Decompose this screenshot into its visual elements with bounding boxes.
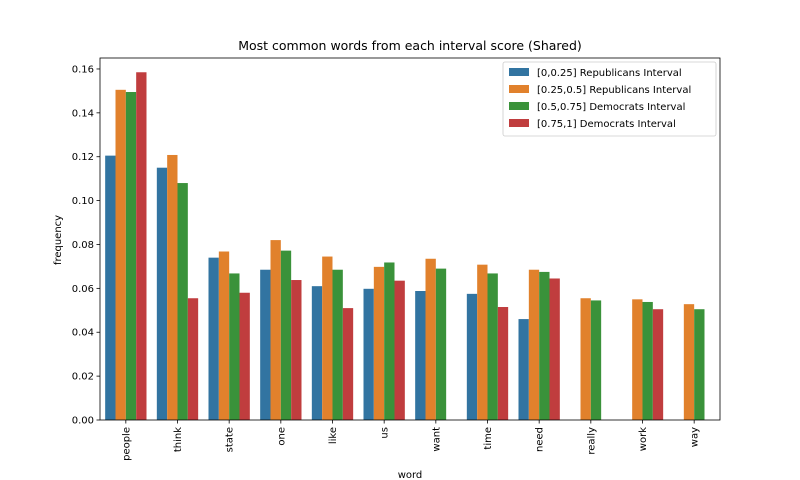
axes-frame [99, 57, 721, 421]
bar-think-series-2 [167, 154, 178, 420]
bar-state-series-1 [208, 257, 219, 420]
bar-one-series-1 [260, 269, 271, 420]
bar-people-series-2 [115, 89, 126, 420]
bar-time-series-3 [487, 273, 498, 420]
bar-people-series-3 [125, 92, 137, 420]
bar-state-series-3 [229, 273, 240, 420]
bar-one-series-2 [270, 240, 281, 420]
bar-like-series-1 [311, 286, 323, 420]
y-tick-label: 0.06 [72, 284, 94, 295]
bar-people-series-1 [105, 155, 116, 420]
bar-us-series-1 [363, 288, 374, 420]
legend-swatch-1 [509, 68, 529, 76]
legend-swatch-3 [509, 102, 529, 110]
y-tick-label: 0.04 [72, 328, 94, 339]
bar-need-series-4 [549, 278, 560, 420]
bar-time-series-4 [497, 307, 509, 420]
bar-us-series-2 [373, 266, 385, 420]
x-tick-label-really: really [586, 427, 597, 455]
bar-state-series-4 [239, 292, 250, 420]
x-tick-label-like: like [328, 427, 339, 444]
bar-like-series-3 [332, 269, 343, 420]
x-tick-label-us: us [380, 427, 391, 439]
x-tick-label-one: one [276, 427, 287, 446]
x-tick-label-state: state [225, 427, 236, 452]
bar-need-series-1 [518, 319, 529, 420]
x-axis-label: word [398, 470, 423, 480]
bar-us-series-3 [384, 262, 395, 420]
bar-people-series-4 [136, 72, 147, 420]
bar-want-series-2 [425, 258, 436, 420]
chart-title: Most common words from each interval sco… [238, 38, 582, 53]
bar-think-series-3 [177, 183, 188, 420]
bar-really-series-3 [590, 300, 602, 420]
y-tick-label: 0.02 [72, 372, 94, 383]
bar-like-series-2 [322, 256, 333, 420]
y-tick-label: 0.16 [72, 64, 94, 75]
y-tick-label: 0.08 [72, 240, 94, 251]
bar-way-series-2 [683, 304, 695, 420]
bar-one-series-3 [280, 250, 292, 420]
x-tick-label-work: work [638, 427, 649, 451]
bar-way-series-3 [694, 309, 705, 420]
bar-work-series-4 [652, 309, 664, 420]
x-tick-label-want: want [431, 427, 442, 452]
y-tick-label: 0.00 [72, 416, 94, 427]
bar-state-series-2 [218, 251, 230, 420]
bar-work-series-3 [642, 301, 653, 420]
x-tick-label-time: time [483, 427, 494, 450]
x-tick-label-way: way [690, 427, 701, 447]
y-tick-label: 0.12 [72, 152, 94, 163]
legend-entry-2: [0.25,0.5] Republicans Interval [537, 85, 691, 96]
x-tick-label-need: need [535, 427, 546, 452]
bar-need-series-3 [539, 271, 550, 420]
x-tick-label-think: think [173, 427, 184, 452]
bar-want-series-1 [415, 291, 426, 420]
plot-area: 0.00 0.02 0.04 0.06 0.08 0.10 0.12 0.14 0.16 peop… [72, 57, 721, 461]
legend-entry-3: [0.5,0.75] Democrats Interval [537, 102, 685, 113]
bar-think-series-4 [187, 298, 199, 420]
bar-time-series-1 [466, 293, 478, 420]
bar-think-series-1 [156, 167, 168, 420]
bar-work-series-2 [632, 299, 643, 420]
bar-us-series-4 [394, 280, 405, 420]
legend-entry-1: [0,0.25] Republicans Interval [537, 68, 682, 79]
legend-swatch-4 [509, 119, 529, 127]
legend-entry-4: [0.75,1] Democrats Interval [537, 119, 676, 130]
bar-really-series-2 [580, 298, 591, 420]
bar-need-series-2 [528, 269, 540, 420]
y-axis-label: frequency [53, 215, 64, 265]
legend-box [502, 61, 717, 137]
y-tick-label: 0.14 [72, 108, 94, 119]
bar-time-series-2 [477, 264, 488, 420]
legend: [0,0.25] Republicans Interval [0.25,0.5] … [502, 61, 717, 137]
bar-one-series-4 [291, 280, 302, 420]
legend-swatch-2 [509, 85, 529, 93]
y-tick-label: 0.10 [72, 196, 94, 207]
bar-want-series-3 [435, 268, 447, 420]
x-tick-label-people: people [121, 427, 132, 461]
bar-like-series-4 [342, 308, 354, 420]
